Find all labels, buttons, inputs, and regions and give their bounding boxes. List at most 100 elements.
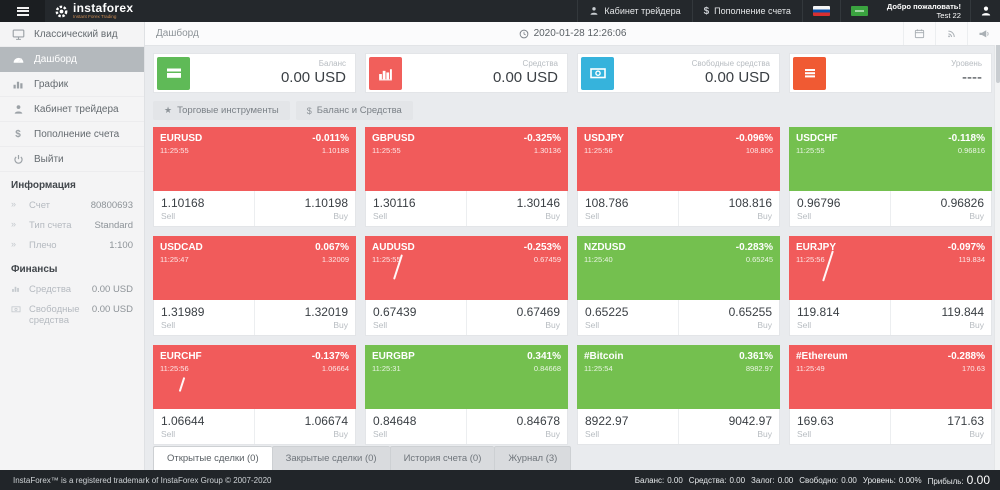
chevron-right-icon: » [11, 238, 17, 249]
buy-price: 9042.97 [728, 413, 772, 428]
list-icon [793, 56, 826, 90]
vertical-scrollbar[interactable] [994, 22, 1000, 470]
buy-button[interactable]: 108.816 Buy [678, 191, 779, 226]
tile-eurjpy[interactable]: EURJPY 11:25:56 -0.097% 119.834 119.814 Sel… [789, 236, 992, 336]
sidebar-item-deposit[interactable]: $ Пополнение счета [0, 122, 144, 147]
tab-closed-trades[interactable]: Закрытые сделки (0) [271, 446, 390, 470]
instrument-symbol: USDJPY [584, 133, 625, 144]
buy-button[interactable]: 119.844 Buy [890, 300, 991, 335]
buy-button[interactable]: 1.06674 Buy [254, 409, 355, 444]
sell-button[interactable]: 1.30116 Sell [366, 191, 466, 226]
breadcrumb[interactable]: Дашборд [156, 28, 199, 39]
tile-usdjpy[interactable]: USDJPY 11:25:56 -0.096% 108.806 108.786 Sel… [577, 127, 780, 227]
sell-button[interactable]: 169.63 Sell [790, 409, 890, 444]
instaforex-gear-icon [54, 4, 69, 19]
tile-usdcad[interactable]: USDCAD 11:25:47 0.067% 1.32009 1.31989 Sell… [153, 236, 356, 336]
quote-time: 11:25:56 [584, 145, 613, 155]
tile-eurgbp[interactable]: EURGBP 11:25:31 0.341% 0.84668 0.84648 Sell… [365, 345, 568, 445]
buy-price: 0.84678 [516, 413, 560, 428]
last-price: 1.32009 [321, 254, 349, 264]
sidebar-item-trader-cabinet[interactable]: Кабинет трейдера [0, 97, 144, 122]
tab-account-history[interactable]: История счета (0) [389, 446, 495, 470]
buy-button[interactable]: 1.30146 Buy [466, 191, 567, 226]
tile-nzdusd[interactable]: NZDUSD 11:25:40 -0.283% 0.65245 0.65225 Sel… [577, 236, 780, 336]
account-summary: Баланс: 0.00 Средства: 0.00 Залог: 0.00 Сво… [635, 473, 990, 487]
sell-button[interactable]: 8922.97 Sell [578, 409, 678, 444]
russian-language-flag[interactable] [801, 0, 840, 22]
currency-flag[interactable] [839, 0, 878, 22]
buy-price: 1.30146 [516, 195, 560, 210]
tile-ethereum[interactable]: #Ethereum 11:25:49 -0.288% 170.63 169.63 Se… [789, 345, 992, 445]
last-price: 170.63 [962, 363, 985, 373]
sidebar-item-dashboard[interactable]: Дашборд [0, 47, 144, 72]
sell-price: 0.67439 [373, 304, 417, 319]
tile-bitcoin[interactable]: #Bitcoin 11:25:54 0.361% 8982.97 8922.97 Se… [577, 345, 780, 445]
buy-button[interactable]: 0.96826 Buy [890, 191, 991, 226]
megaphone-icon[interactable] [967, 22, 1000, 45]
finance-value: 0.00 USD [91, 283, 133, 295]
sell-button[interactable]: 108.786 Sell [578, 191, 678, 226]
trader-cabinet-button[interactable]: Кабинет трейдера [577, 0, 691, 22]
tile-gbpusd[interactable]: GBPUSD 11:25:55 -0.325% 1.30136 1.30116 Sel… [365, 127, 568, 227]
buy-price: 0.67469 [516, 304, 560, 319]
buy-label: Buy [545, 319, 560, 330]
stat-value: ---- [962, 69, 982, 87]
sidebar-item-classic-view[interactable]: Классический вид [0, 22, 144, 47]
instrument-grid: EURUSD 11:25:55 -0.011% 1.10188 1.10168 Sel… [153, 127, 992, 445]
sell-button[interactable]: 119.814 Sell [790, 300, 890, 335]
buy-button[interactable]: 9042.97 Buy [678, 409, 779, 444]
buy-button[interactable]: 0.67469 Buy [466, 300, 567, 335]
tile-header: USDJPY 11:25:56 -0.096% 108.806 [577, 127, 780, 191]
tab-journal[interactable]: Журнал (3) [494, 446, 572, 470]
sell-button[interactable]: 1.10168 Sell [154, 191, 254, 226]
sidebar-item-logout[interactable]: Выйти [0, 147, 144, 172]
sell-label: Sell [797, 319, 812, 330]
buy-price: 0.96826 [940, 195, 984, 210]
instaforex-logo[interactable]: instaforex Instant Forex Trading [45, 0, 142, 22]
buy-button[interactable]: 0.84678 Buy [466, 409, 567, 444]
buy-label: Buy [333, 319, 348, 330]
tile-header: GBPUSD 11:25:55 -0.325% 1.30136 [365, 127, 568, 191]
balance-equity-button[interactable]: $ Баланс и Средства [295, 101, 413, 120]
sell-button[interactable]: 1.06644 Sell [154, 409, 254, 444]
toolbar: ★ Торговые инструменты $ Баланс и Средст… [153, 101, 992, 120]
sidebar-item-chart[interactable]: График [0, 72, 144, 97]
tile-eurusd[interactable]: EURUSD 11:25:55 -0.011% 1.10188 1.10168 Sel… [153, 127, 356, 227]
calendar-icon[interactable] [903, 22, 935, 45]
buy-button[interactable]: 171.63 Buy [890, 409, 991, 444]
deposit-button[interactable]: $ Пополнение счета [691, 0, 802, 22]
tile-usdchf[interactable]: USDCHF 11:25:55 -0.118% 0.96816 0.96796 Sel… [789, 127, 992, 227]
menu-toggle-button[interactable] [0, 0, 45, 22]
stat-label: Уровень [951, 58, 982, 68]
buy-label: Buy [545, 210, 560, 221]
sell-button[interactable]: 0.67439 Sell [366, 300, 466, 335]
change-percent: -0.283% [735, 242, 773, 253]
finance-label: Свободные средства [29, 303, 80, 327]
sell-button[interactable]: 0.84648 Sell [366, 409, 466, 444]
info-row-leverage: » Плечо 1:100 [0, 236, 144, 256]
sell-button[interactable]: 1.31989 Sell [154, 300, 254, 335]
tile-audusd[interactable]: AUDUSD 11:25:55 -0.253% 0.67459 0.67439 Sel… [365, 236, 568, 336]
quote-row: 0.84648 Sell 0.84678 Buy [365, 409, 568, 445]
info-row-account: » Счет 80800693 [0, 196, 144, 216]
tile-eurchf[interactable]: EURCHF 11:25:56 -0.137% 1.06664 1.06644 Sel… [153, 345, 356, 445]
finance-section-header: Финансы [11, 263, 58, 275]
server-time: 2020-01-28 12:26:06 [145, 22, 1000, 45]
tab-open-trades[interactable]: Открытые сделки (0) [153, 446, 272, 470]
instrument-symbol: AUDUSD [372, 242, 415, 253]
sell-button[interactable]: 0.65225 Sell [578, 300, 678, 335]
quote-time: 11:25:55 [372, 254, 401, 264]
sell-label: Sell [797, 210, 812, 221]
buy-button[interactable]: 0.65255 Buy [678, 300, 779, 335]
sell-button[interactable]: 0.96796 Sell [790, 191, 890, 226]
buy-button[interactable]: 1.10198 Buy [254, 191, 355, 226]
sell-price: 1.10168 [161, 195, 205, 210]
bottom-tabs: Открытые сделки (0) Закрытые сделки (0) … [153, 446, 992, 470]
scrollbar-thumb[interactable] [996, 25, 1000, 83]
trading-instruments-button[interactable]: ★ Торговые инструменты [153, 101, 290, 120]
main-area: Дашборд 2020-01-28 12:26:06 [145, 22, 1000, 470]
avatar[interactable] [970, 0, 1000, 22]
buy-button[interactable]: 1.32019 Buy [254, 300, 355, 335]
rss-icon[interactable] [935, 22, 967, 45]
deposit-label: Пополнение счета [714, 6, 791, 16]
